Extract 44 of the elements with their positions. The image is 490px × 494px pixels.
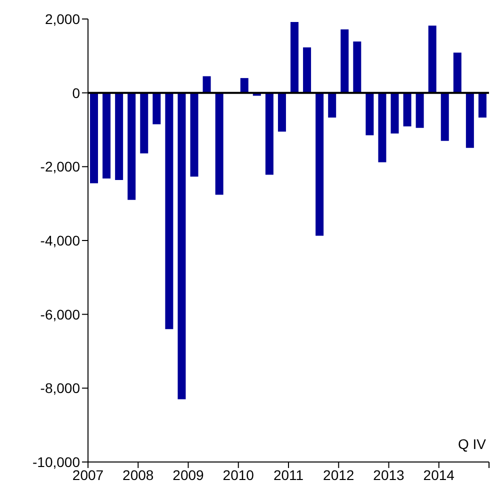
bar bbox=[178, 92, 186, 400]
y-tick-label: -2,000 bbox=[40, 158, 80, 175]
bar bbox=[128, 92, 136, 200]
bar bbox=[453, 52, 462, 93]
bar bbox=[340, 29, 349, 93]
bar bbox=[303, 47, 312, 93]
x-tick-label: 2013 bbox=[373, 466, 405, 483]
bar bbox=[328, 92, 336, 118]
bar bbox=[278, 92, 286, 132]
bar bbox=[190, 92, 198, 177]
bar bbox=[478, 92, 486, 118]
bar bbox=[165, 92, 174, 330]
bar bbox=[140, 92, 148, 154]
bar bbox=[466, 92, 474, 148]
bar bbox=[240, 78, 248, 93]
bar bbox=[428, 26, 436, 93]
x-tick-label: 2011 bbox=[273, 466, 304, 483]
bar bbox=[115, 92, 124, 180]
bar bbox=[416, 92, 424, 128]
bar bbox=[215, 92, 224, 195]
x-tick-label: 2014 bbox=[423, 466, 455, 483]
bar bbox=[403, 92, 412, 126]
y-tick-label: -6,000 bbox=[40, 306, 80, 322]
y-tick-label: -8,000 bbox=[40, 380, 80, 396]
y-tick-label: 2,000 bbox=[44, 10, 80, 27]
bar bbox=[290, 22, 298, 93]
x-tick-label: 2012 bbox=[323, 466, 354, 483]
y-tick-label: -4,000 bbox=[40, 232, 80, 248]
bar bbox=[102, 92, 111, 178]
bar bbox=[378, 92, 386, 162]
bar bbox=[390, 92, 399, 134]
bar bbox=[152, 92, 161, 124]
bar bbox=[316, 92, 324, 236]
x-tick-label: 2009 bbox=[172, 466, 204, 483]
bar bbox=[202, 76, 211, 93]
bar bbox=[353, 42, 362, 93]
bar bbox=[265, 92, 274, 175]
bar bbox=[440, 92, 449, 141]
x-tick-label: 2010 bbox=[222, 466, 254, 483]
y-tick-label: 0 bbox=[72, 84, 80, 101]
bar bbox=[366, 92, 374, 136]
annotation: Q IV bbox=[458, 436, 486, 452]
x-tick-label: 2008 bbox=[122, 466, 154, 483]
bar bbox=[90, 92, 98, 184]
